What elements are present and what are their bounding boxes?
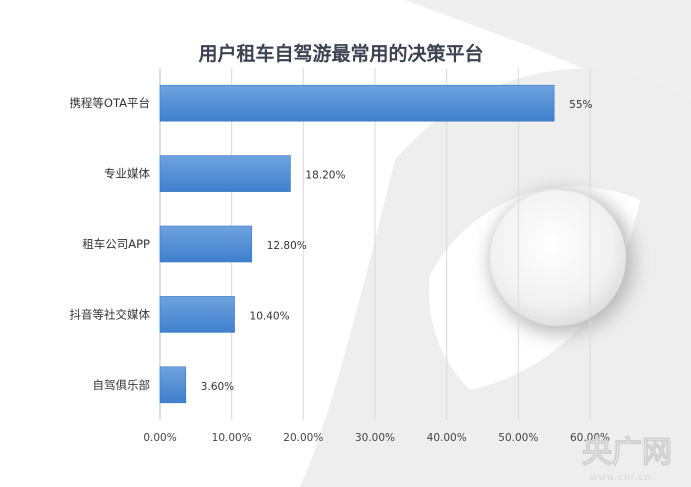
category-label: 携程等OTA平台 [69, 96, 150, 110]
bar [159, 296, 235, 333]
watermark-url: www.cnr.cn [590, 473, 651, 483]
value-label: 12.80% [267, 240, 307, 252]
bar [159, 84, 555, 122]
x-axis-ticks: 0.00% 10.00% 20.00% 30.00% 40.00% 50.00% 60.00… [143, 432, 610, 444]
x-tick-label: 10.00% [212, 432, 252, 444]
bar [159, 225, 253, 263]
bar [159, 155, 291, 192]
category-label: 专业媒体 [104, 167, 150, 181]
decor-sphere [490, 190, 626, 326]
x-tick-label: 40.00% [427, 432, 467, 444]
chart-title: 用户租车自驾游最常用的决策平台 [198, 42, 483, 65]
x-tick-label: 0.00% [143, 432, 176, 444]
bar [159, 366, 187, 404]
value-label: 55% [569, 99, 592, 111]
value-labels: 55% 18.20% 12.80% 10.40% 3.60% [201, 99, 593, 393]
x-tick-label: 20.00% [283, 432, 323, 444]
category-label: 抖音等社交媒体 [70, 307, 151, 321]
watermark-logo-text: 央广网 [582, 435, 672, 470]
category-label: 租车公司APP [82, 237, 150, 251]
background-decoration [300, 0, 691, 487]
value-label: 10.40% [250, 310, 290, 322]
category-label: 自驾俱乐部 [93, 378, 151, 392]
watermark-logo: 央广网 www.cnr.cn [582, 435, 673, 483]
value-label: 3.60% [201, 381, 234, 393]
x-tick-label: 60.00% [570, 432, 610, 444]
value-label: 18.20% [305, 170, 345, 182]
x-tick-label: 30.00% [355, 432, 395, 444]
bars-group [159, 84, 555, 404]
x-tick-label: 50.00% [498, 432, 538, 444]
